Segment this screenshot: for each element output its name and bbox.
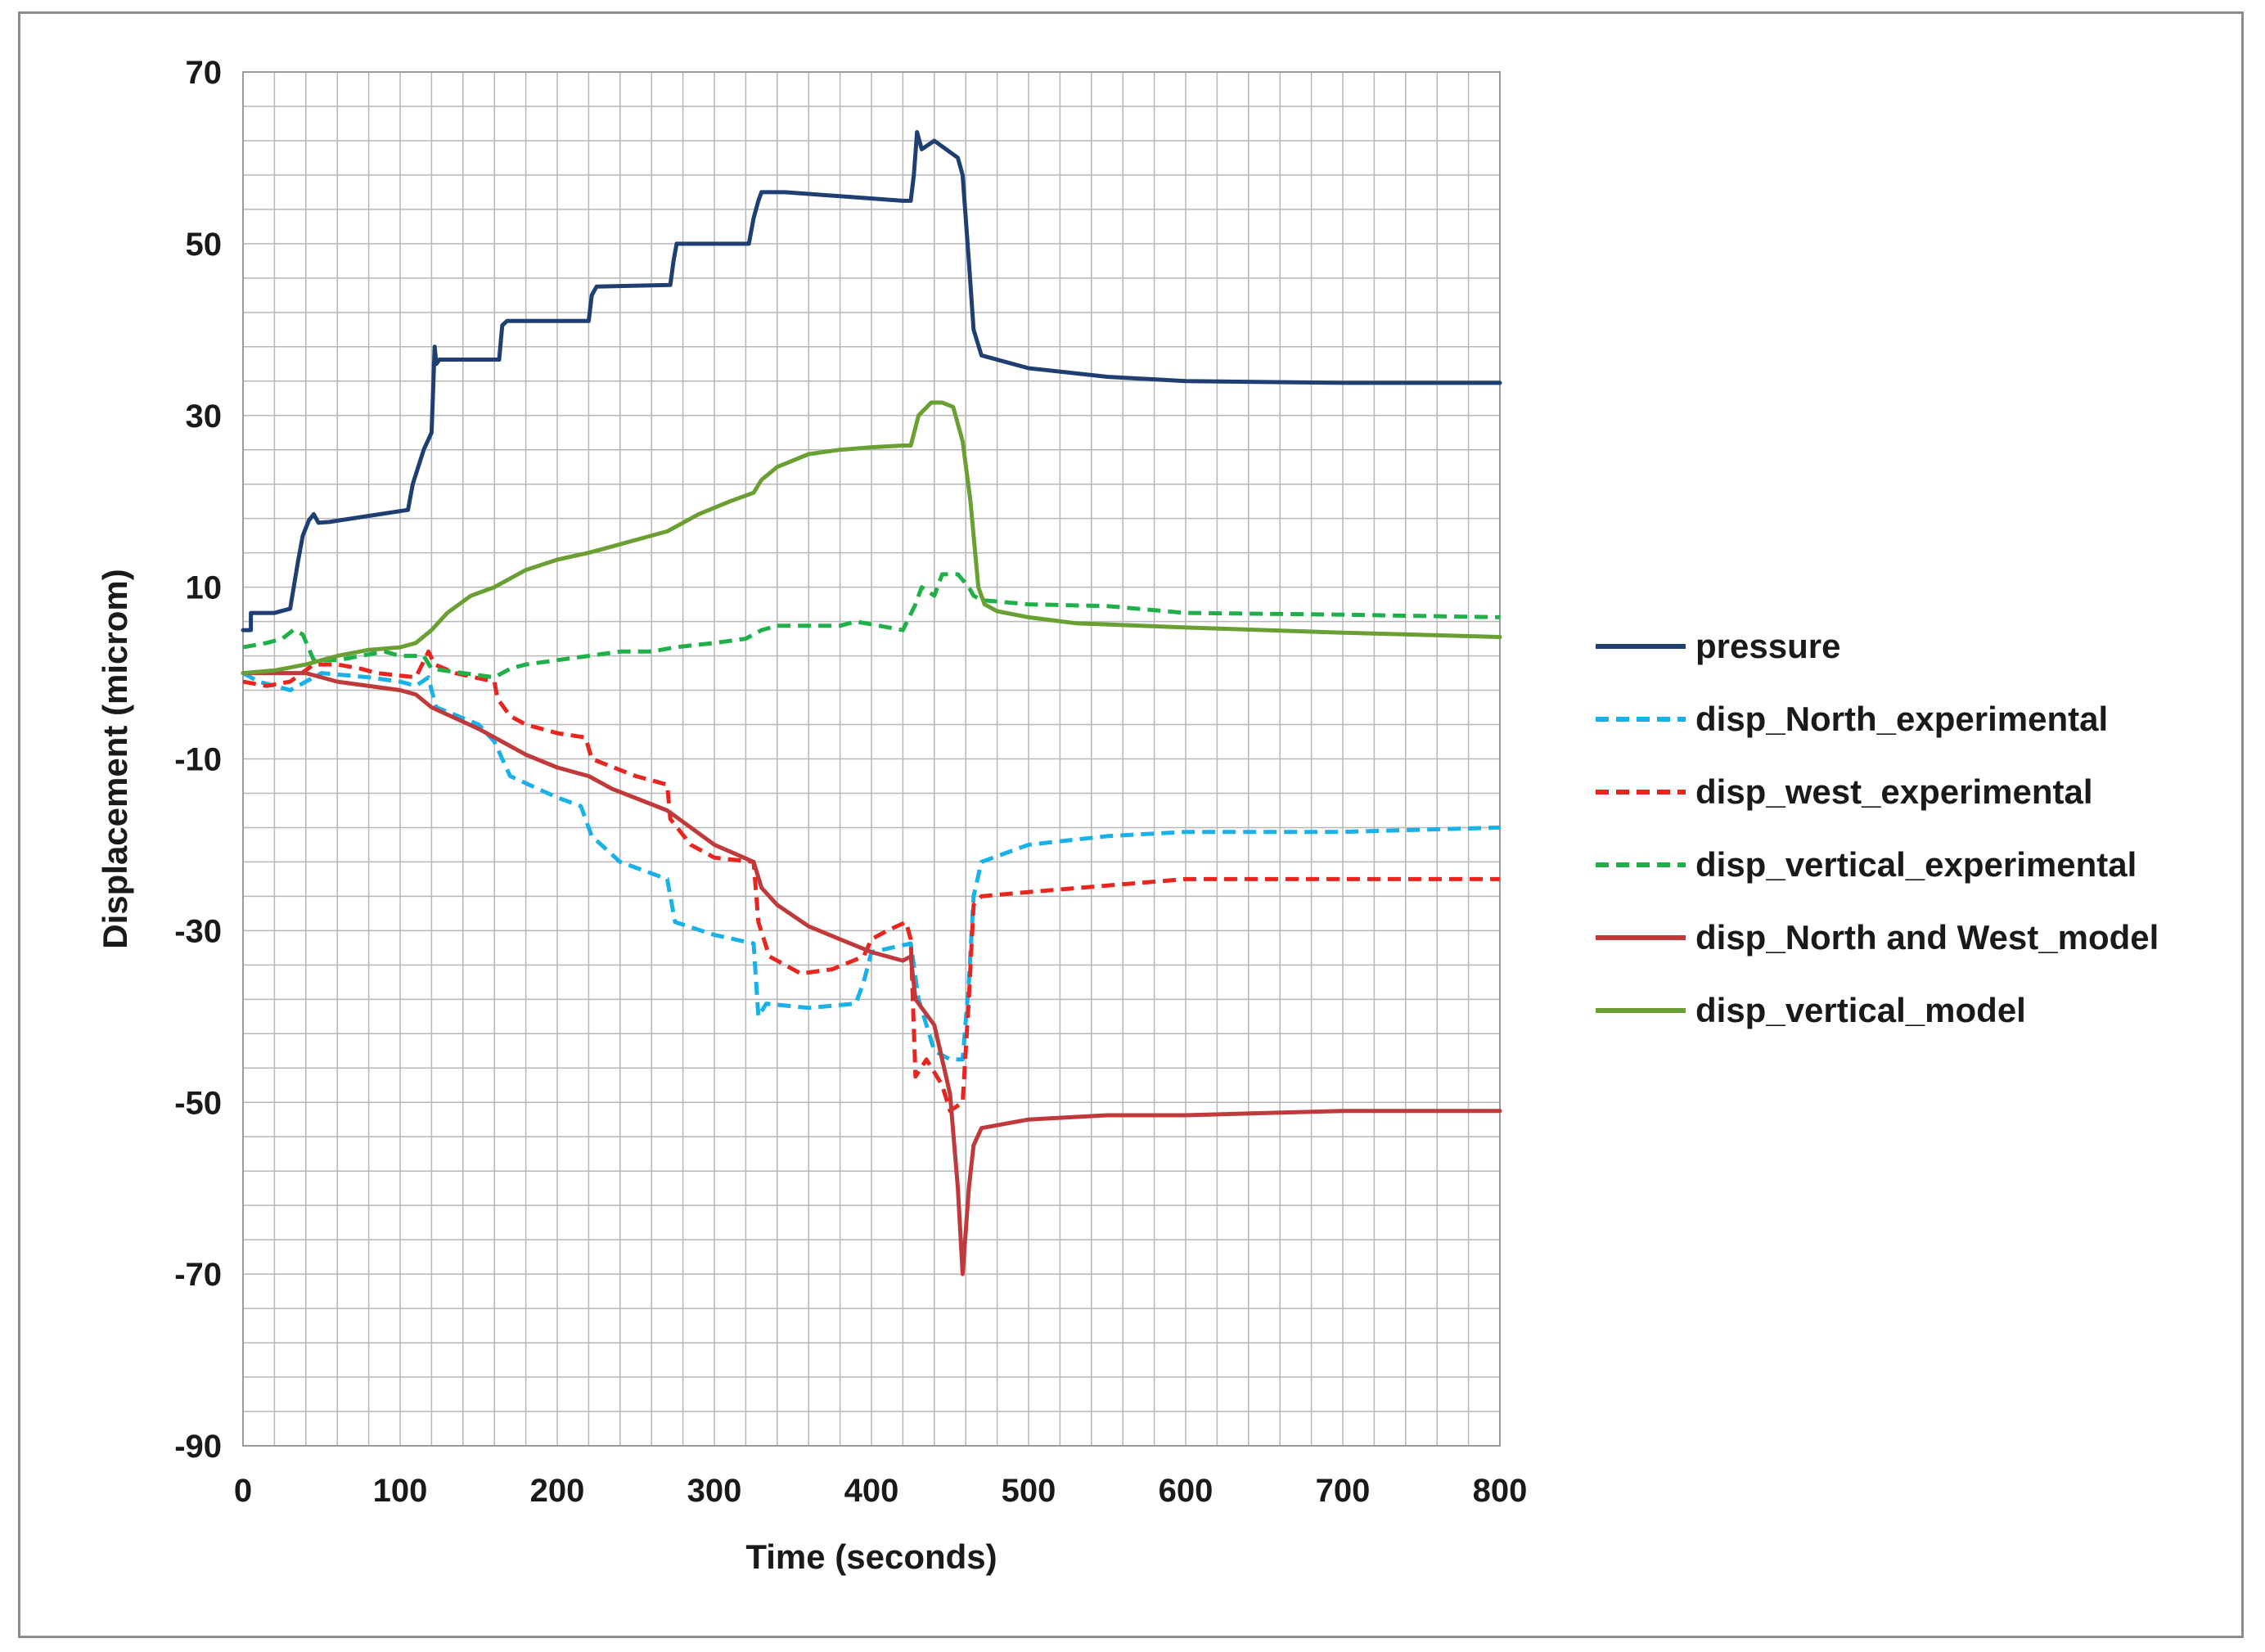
- legend: pressure disp_North_experimental disp_west…: [1596, 627, 2159, 1029]
- legend-label: disp_vertical_model: [1695, 991, 2026, 1029]
- x-tick-label: 600: [1159, 1473, 1214, 1509]
- series-line-0: [241, 130, 1502, 632]
- y-tick-label: 70: [186, 55, 223, 91]
- series-line-2: [242, 649, 1500, 1114]
- x-tick-label: 100: [373, 1473, 428, 1509]
- y-tick-label: 50: [186, 227, 223, 263]
- x-tick-label: 400: [844, 1473, 899, 1509]
- axes: 0 100 200 300 400 500 600 700 800 -90 -70 -50 -30 -10…: [174, 55, 1527, 1509]
- y-axis-title: Displacement (microm): [96, 569, 134, 948]
- x-tick-label: 0: [234, 1473, 252, 1509]
- series-line-3: [242, 572, 1501, 680]
- line-chart: 0 100 200 300 400 500 600 700 800 -90 -70 -50 -30 -10…: [96, 55, 2159, 1576]
- legend-label: disp_North and West_model: [1695, 918, 2159, 957]
- chart-frame: 0 100 200 300 400 500 600 700 800 -90 -70 -50 -30 -10…: [18, 11, 2244, 1638]
- legend-label: pressure: [1695, 627, 1840, 665]
- y-tick-label: -50: [174, 1085, 222, 1121]
- x-tick-label: 200: [530, 1473, 585, 1509]
- x-tick-label: 800: [1473, 1473, 1528, 1509]
- legend-label: disp_vertical_experimental: [1695, 845, 2137, 884]
- y-tick-label: -70: [174, 1257, 222, 1293]
- x-tick-label: 700: [1316, 1473, 1371, 1509]
- y-tick-label: 10: [186, 570, 223, 606]
- series-line-4: [241, 671, 1502, 1276]
- series-line-5: [241, 400, 1502, 676]
- y-tick-label: -30: [174, 913, 222, 949]
- plot-area-border: [242, 71, 1501, 1447]
- y-tick-label: -10: [174, 742, 222, 778]
- grid: [242, 71, 1501, 1447]
- y-tick-label: 30: [186, 398, 223, 434]
- legend-label: disp_North_experimental: [1695, 700, 2108, 738]
- legend-label: disp_west_experimental: [1695, 772, 2093, 811]
- x-tick-label: 500: [1002, 1473, 1056, 1509]
- x-tick-label: 300: [687, 1473, 742, 1509]
- y-tick-label: -90: [174, 1429, 222, 1465]
- series-lines: [241, 130, 1502, 1276]
- x-axis-title: Time (seconds): [745, 1537, 997, 1576]
